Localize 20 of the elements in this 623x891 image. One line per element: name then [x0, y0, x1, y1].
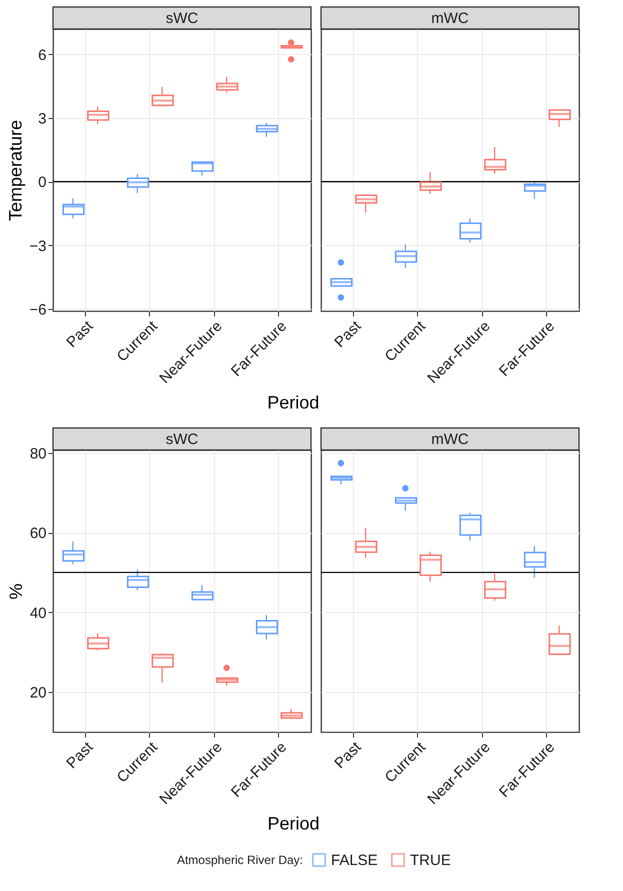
legend-label: TRUE [410, 852, 451, 869]
y-tick-label: −6 [29, 301, 46, 318]
y-tick-label: 0 [38, 174, 46, 192]
y-tick-label: 6 [38, 46, 46, 64]
y-tick-label: 40 [30, 604, 46, 622]
y-tick-label: 80 [30, 445, 46, 462]
x-axis-title: Period [267, 392, 320, 412]
y-tick-label: 3 [38, 110, 46, 128]
y-tick-label: 60 [30, 525, 46, 542]
y-tick-label: 20 [30, 684, 46, 702]
y-tick-label: −3 [29, 238, 46, 255]
legend-title: Atmospheric River Day: [176, 853, 303, 867]
chart-title: sWC [166, 431, 198, 448]
chart-title: sWC [166, 10, 198, 27]
y-axis-title: % [6, 583, 26, 600]
y-axis-title: Temperature [5, 120, 26, 222]
chart-title: mWC [431, 10, 469, 27]
legend-label: FALSE [331, 852, 378, 869]
x-axis-title: Period [267, 813, 320, 834]
chart-title: mWC [431, 431, 469, 448]
